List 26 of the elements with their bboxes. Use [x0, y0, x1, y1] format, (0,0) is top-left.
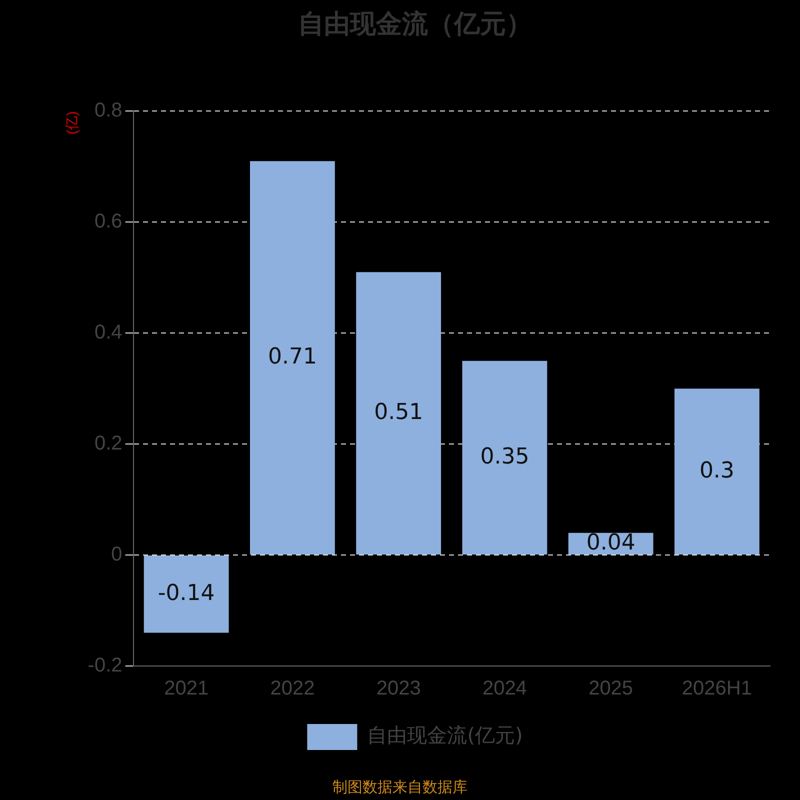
x-tick-label: 2025 [588, 678, 634, 700]
data-label: 0.51 [374, 400, 424, 426]
bar [144, 556, 229, 633]
y-tick-label: 0 [111, 544, 122, 566]
y-tick-label: 0.4 [94, 322, 122, 344]
bar [462, 360, 548, 555]
data-label: 0.3 [699, 458, 734, 484]
data-label: 0.71 [268, 344, 317, 370]
y-axis-title: (亿) [63, 111, 80, 135]
data-label: 0.35 [480, 444, 530, 470]
x-tick-label: 2024 [482, 678, 527, 700]
y-tick-label: 0.6 [94, 210, 122, 233]
y-tick-label: 0.8 [94, 100, 122, 122]
x-tick-label: 2023 [376, 678, 421, 700]
x-tick-label: 2026H1 [682, 678, 752, 700]
y-tick-label: -0.2 [88, 654, 122, 677]
data-label: -0.14 [158, 580, 215, 606]
bar [356, 272, 442, 555]
y-tick-label: 0.2 [94, 432, 122, 455]
text: 制图数据来自数据库 [332, 778, 468, 797]
x-tick-label: 2021 [164, 678, 209, 700]
legend-label: 自由现金流(亿元) [367, 723, 523, 748]
bar [674, 388, 760, 555]
data-label: 0.04 [586, 530, 636, 556]
bar [250, 161, 335, 555]
x-tick-label: 2022 [270, 678, 315, 700]
